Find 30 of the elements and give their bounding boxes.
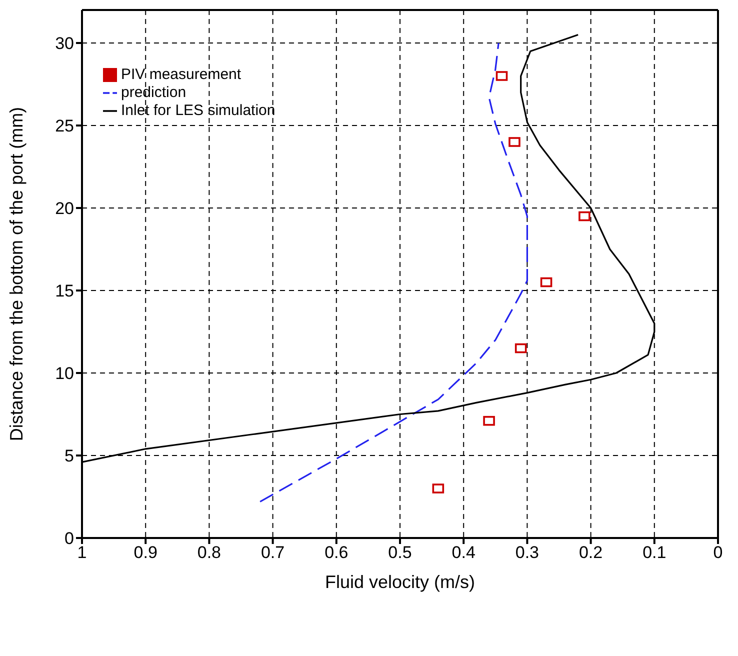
x-tick-label: 0.3 — [515, 543, 540, 562]
y-tick-label: 0 — [64, 529, 74, 548]
x-tick-label: 1 — [77, 543, 87, 562]
legend-label: Inlet for LES simulation — [121, 102, 276, 119]
x-tick-label: 0.1 — [642, 543, 666, 562]
x-tick-label: 0 — [713, 543, 723, 562]
y-tick-label: 5 — [64, 446, 74, 466]
point — [578, 211, 590, 222]
y-tick-label: 30 — [55, 34, 74, 54]
x-tick-label: 0.4 — [452, 543, 476, 562]
point — [508, 137, 520, 147]
x-tick-label: 0.6 — [324, 543, 348, 562]
point — [496, 71, 508, 81]
point — [483, 416, 495, 426]
point — [514, 343, 527, 354]
y-tick-label: 15 — [55, 282, 74, 301]
y-tick-label: 20 — [55, 199, 74, 218]
x-tick-label: 0.2 — [578, 543, 603, 562]
y-tick-label: 10 — [55, 364, 74, 384]
legend-label: PIV measurement — [121, 66, 242, 83]
x-axis-title: Fluid velocity (m/s) — [324, 572, 476, 592]
y-tick-label: 25 — [55, 116, 74, 136]
x-tick-label: 0.5 — [388, 543, 412, 562]
point — [432, 484, 444, 494]
x-tick-label: 0.8 — [197, 543, 222, 562]
x-tick-label: 0.7 — [260, 543, 285, 562]
x-tick-label: 0.9 — [134, 543, 158, 562]
point — [540, 277, 552, 288]
y-axis-title: Distance from the bottom of the port (mm) — [6, 106, 26, 442]
legend-label: prediction — [121, 84, 186, 101]
